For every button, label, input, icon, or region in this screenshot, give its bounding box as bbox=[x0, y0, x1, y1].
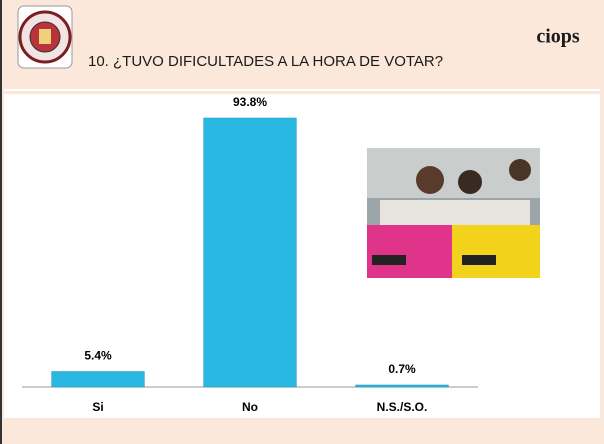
bar bbox=[52, 372, 145, 387]
x-tick-label: N.S./S.O. bbox=[377, 400, 428, 414]
seal-logo bbox=[18, 6, 72, 68]
chart-title: 10. ¿TUVO DIFICULTADES A LA HORA DE VOTA… bbox=[88, 53, 443, 70]
photo bbox=[367, 148, 540, 278]
bar bbox=[204, 118, 297, 387]
value-label: 5.4% bbox=[84, 349, 112, 363]
value-label: 0.7% bbox=[388, 362, 416, 376]
brand-logo: ciops bbox=[536, 26, 580, 48]
bar bbox=[356, 385, 449, 387]
page: 10. ¿TUVO DIFICULTADES A LA HORA DE VOTA… bbox=[0, 0, 604, 444]
x-tick-label: No bbox=[242, 400, 258, 414]
x-tick-label: Si bbox=[92, 400, 103, 414]
value-label: 93.8% bbox=[233, 95, 267, 109]
slide: 10. ¿TUVO DIFICULTADES A LA HORA DE VOTA… bbox=[0, 0, 604, 444]
